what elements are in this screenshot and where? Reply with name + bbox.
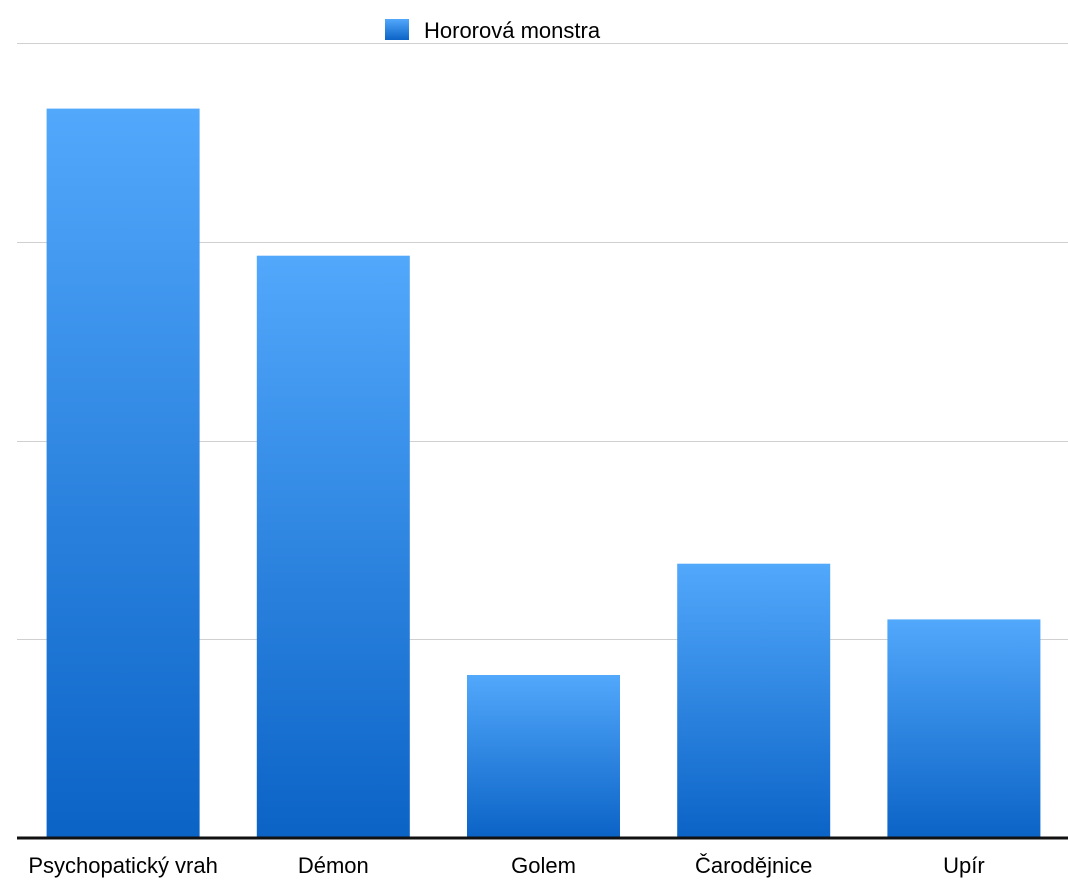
x-tick-label: Psychopatický vrah <box>28 853 218 878</box>
bar <box>46 108 200 839</box>
x-tick-label: Démon <box>298 853 369 878</box>
legend-swatch <box>385 19 409 40</box>
x-tick-label: Čarodějnice <box>695 853 812 878</box>
legend-label: Hororová monstra <box>424 18 601 43</box>
x-tick-label: Upír <box>943 853 985 878</box>
bar <box>256 255 410 838</box>
legend: Hororová monstra <box>385 18 601 43</box>
bars <box>46 108 1041 839</box>
bar <box>467 675 620 838</box>
x-tick-label: Golem <box>511 853 576 878</box>
bar <box>677 563 831 838</box>
bar <box>887 619 1041 838</box>
x-tick-labels: Psychopatický vrah Démon Golem Čarodějnice U… <box>28 853 984 878</box>
